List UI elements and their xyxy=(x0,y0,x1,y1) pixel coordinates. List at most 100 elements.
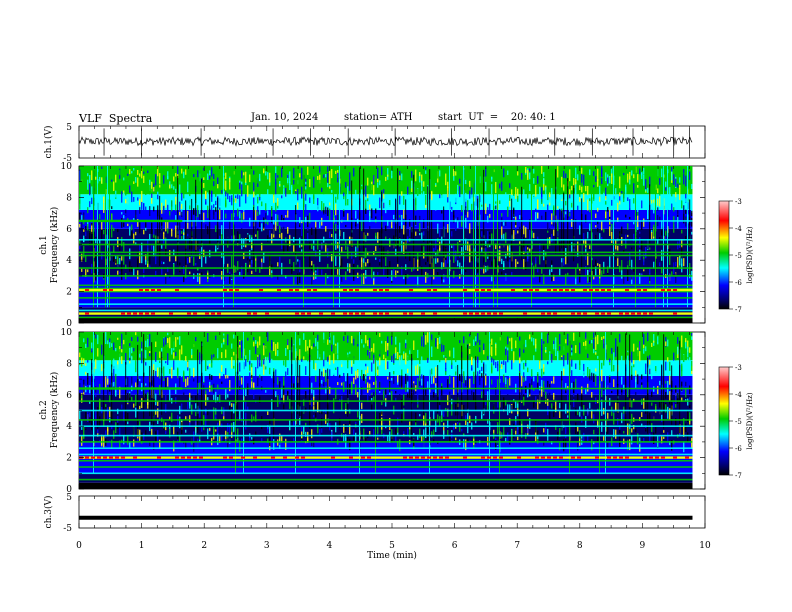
spectrogram-cell xyxy=(677,346,679,355)
spectrogram-cell xyxy=(587,353,589,358)
spectrogram-cell xyxy=(219,197,221,207)
spectrogram-cell xyxy=(615,188,617,194)
spectrogram-cell xyxy=(565,200,567,206)
spectrogram-cell xyxy=(181,422,183,435)
spectrogram-cell xyxy=(211,354,213,363)
spectrogram-cell xyxy=(377,431,379,437)
spectrogram-cell xyxy=(133,348,135,352)
spectrogram-tone-peak xyxy=(517,456,521,459)
spectrogram-cell xyxy=(649,268,651,275)
spectrogram-cell xyxy=(639,351,641,362)
spectrogram-cell xyxy=(131,191,133,203)
spectrogram-cell xyxy=(325,404,327,411)
spectrogram-cell xyxy=(519,246,521,253)
spectrogram-cell xyxy=(167,176,169,180)
spectrogram-cell xyxy=(507,218,509,222)
spectrogram-cell xyxy=(407,186,409,195)
spectrogram-tone xyxy=(79,254,693,257)
spectrogram-cell xyxy=(199,205,201,215)
spectrogram-cell xyxy=(395,352,397,359)
spectrogram-tone xyxy=(79,243,693,246)
spectrogram-cell xyxy=(367,350,369,356)
spectrogram-cell xyxy=(365,235,367,242)
spectrogram-cell xyxy=(389,238,391,246)
spectrogram-cell xyxy=(517,195,519,202)
spectrogram-cell xyxy=(199,273,201,285)
spectrogram-cell xyxy=(411,180,413,189)
spectrogram-cell xyxy=(269,230,271,238)
spectrogram-cell xyxy=(113,342,115,351)
spectrogram-cell xyxy=(141,432,143,442)
spectrogram-cell xyxy=(117,237,119,248)
spectrogram-cell xyxy=(153,234,155,238)
spectrogram-spike xyxy=(97,166,98,308)
spectrogram-cell xyxy=(689,347,691,353)
spectrogram-cell xyxy=(481,350,483,363)
spectrogram-cell xyxy=(299,223,301,228)
spectrogram-cell xyxy=(379,244,381,257)
spectrogram-cell xyxy=(513,207,515,217)
spectrogram-cell xyxy=(353,167,355,177)
spectrogram-cell xyxy=(377,257,379,263)
spectrogram-cell xyxy=(665,181,667,188)
spectrogram-cell xyxy=(95,359,97,369)
spectrogram-cell xyxy=(285,195,287,204)
spectrogram-cell xyxy=(535,396,537,404)
spectrogram-cell xyxy=(239,271,241,276)
spectrogram-cell xyxy=(357,264,359,268)
spectrogram-cell xyxy=(111,356,113,367)
spectrogram-cell xyxy=(263,227,265,231)
spectrogram-tone-peak xyxy=(85,289,89,292)
spectrogram-cell xyxy=(405,264,407,271)
spectrogram-cell xyxy=(165,361,167,364)
spectrogram-cell xyxy=(249,250,251,259)
spectrogram-cell xyxy=(615,418,617,429)
spectrogram-cell xyxy=(363,374,365,381)
spectrogram-cell xyxy=(193,431,195,443)
spectrogram-cell xyxy=(581,174,583,185)
spectrogram-cell xyxy=(265,390,267,393)
spectrogram-cell xyxy=(587,253,589,266)
spectrogram-cell xyxy=(569,194,571,199)
spectrogram-cell xyxy=(311,185,313,191)
spectrogram-cell xyxy=(599,185,601,197)
spectrogram-cell xyxy=(325,383,327,388)
spectrogram-cell xyxy=(99,176,101,182)
spectrogram-cell xyxy=(163,239,165,244)
spectrogram-cell xyxy=(353,179,355,182)
spectrogram-cell xyxy=(313,358,315,370)
spectrogram-cell xyxy=(377,232,379,243)
spectrogram-cell xyxy=(481,391,483,399)
spectrogram-cell xyxy=(507,350,509,363)
spectrogram-cell xyxy=(515,227,517,235)
spectrogram-cell xyxy=(591,401,593,411)
spectrogram-cell xyxy=(245,355,247,363)
spectrogram-cell xyxy=(385,225,387,231)
spectrogram-cell xyxy=(525,246,527,257)
spectrogram-cell xyxy=(305,204,307,216)
spectrogram-cell xyxy=(535,257,537,264)
spectrogram-cell xyxy=(481,373,483,378)
spectrogram-cell xyxy=(393,395,395,402)
spectrogram-cell xyxy=(661,227,663,236)
spectrogram-cell xyxy=(615,197,617,205)
spectrogram-cell xyxy=(309,256,311,269)
spectrogram-cell xyxy=(203,212,205,223)
spectrogram-cell xyxy=(545,346,547,354)
spectrogram-cell xyxy=(669,187,671,197)
spectrogram-cell xyxy=(239,341,241,346)
spectrogram-cell xyxy=(387,342,389,351)
spectrogram-cell xyxy=(205,167,207,178)
spectrogram-cell xyxy=(625,186,627,193)
spectrogram-gap xyxy=(347,373,349,417)
spectrogram-cell xyxy=(277,376,279,385)
spectrogram-cell xyxy=(171,367,173,379)
spectrogram-cell xyxy=(675,404,677,408)
spectrogram-cell xyxy=(167,353,169,365)
spectrogram-cell xyxy=(689,357,691,367)
spectrogram-cell xyxy=(661,414,663,421)
spectrogram-cell xyxy=(607,380,609,388)
spectrogram-cell xyxy=(659,380,661,386)
spectrogram-cell xyxy=(377,425,379,434)
spectrogram-cell xyxy=(569,212,571,217)
